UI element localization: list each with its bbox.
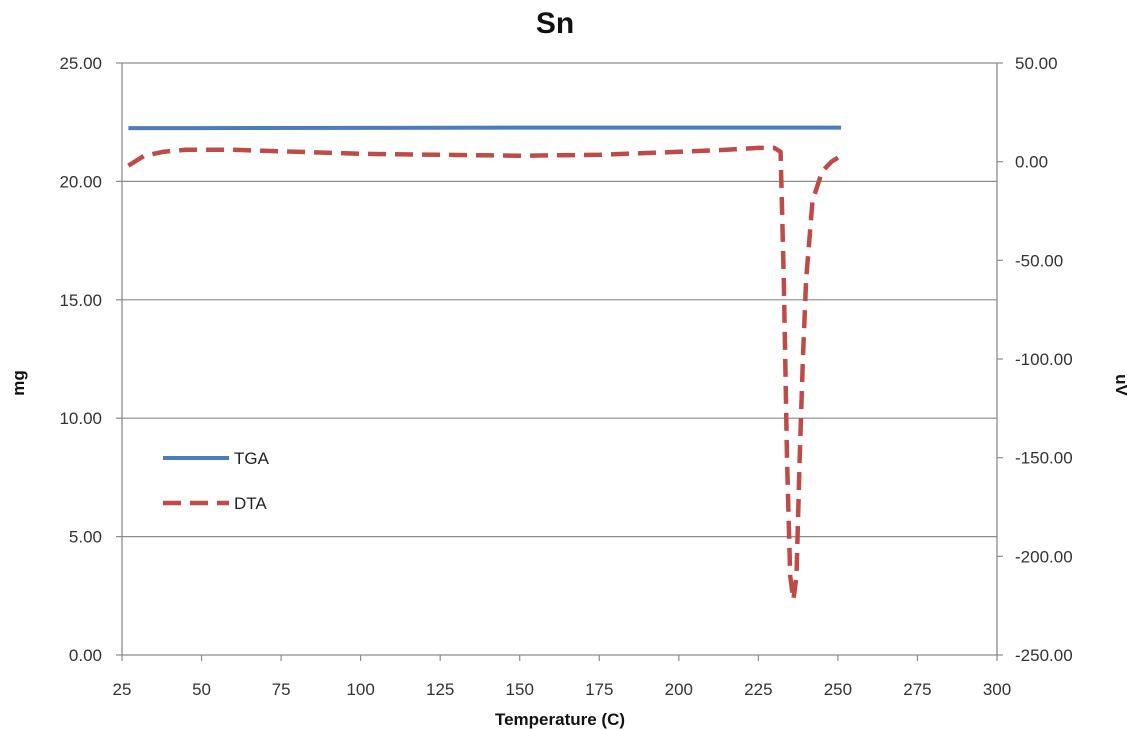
y-left-tick-label: 20.00 (59, 172, 102, 191)
y-left-tick-label: 15.00 (59, 291, 102, 310)
y-right-tick-label: 0.00 (1015, 153, 1048, 172)
y-right-tick-label: -150.00 (1015, 449, 1073, 468)
y-left-tick-label: 25.00 (59, 54, 102, 73)
y-left-axis-title: mg (9, 370, 28, 396)
gridlines (122, 62, 997, 538)
y-right-tick-labels: -250.00 -200.00 -150.00 -100.00 -50.00 0.00 50… (997, 54, 1073, 665)
x-tick-label: 200 (665, 680, 693, 699)
x-tick-label: 100 (346, 680, 374, 699)
y-right-tick-label: 50.00 (1015, 54, 1058, 73)
y-left-tick-label: 10.00 (59, 409, 102, 428)
y-left-tick-label: 0.00 (69, 646, 102, 665)
series-lines (127, 125, 842, 602)
series-tga-line (128, 125, 842, 131)
y-right-tick-label: -250.00 (1015, 646, 1073, 665)
y-left-tick-labels: 0.00 5.00 10.00 15.00 20.00 25.00 (59, 54, 122, 665)
series-dta-line (127, 145, 840, 602)
x-tick-label: 125 (426, 680, 454, 699)
x-tick-label: 250 (824, 680, 852, 699)
y-left-tick-label: 5.00 (69, 528, 102, 547)
x-tick-label: 50 (192, 680, 211, 699)
legend-label-dta: DTA (234, 494, 267, 513)
x-tick-label: 175 (585, 680, 613, 699)
legend-label-tga: TGA (234, 449, 270, 468)
y-right-axis-title: uV (1112, 374, 1127, 396)
legend: TGA DTA (163, 449, 270, 513)
x-axis-title: Temperature (C) (495, 710, 625, 729)
x-tick-label: 150 (506, 680, 534, 699)
x-tick-label: 25 (113, 680, 132, 699)
x-tick-label: 225 (744, 680, 772, 699)
x-tick-label: 300 (983, 680, 1011, 699)
x-tick-labels: 25 50 75 100 125 150 175 200 225 250 275 300 (113, 655, 1011, 699)
y-right-tick-label: -200.00 (1015, 547, 1073, 566)
x-tick-label: 275 (903, 680, 931, 699)
chart-title: Sn (536, 7, 574, 40)
y-right-tick-label: -50.00 (1015, 251, 1063, 270)
x-tick-label: 75 (272, 680, 291, 699)
y-right-tick-label: -100.00 (1015, 350, 1073, 369)
